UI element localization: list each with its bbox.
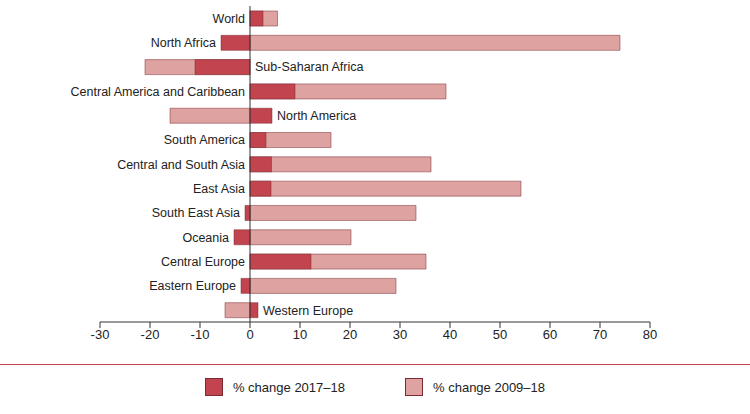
svg-text:Western Europe: Western Europe (263, 304, 353, 318)
svg-text:-10: -10 (191, 327, 210, 342)
svg-text:0: 0 (246, 327, 253, 342)
svg-text:70: 70 (593, 327, 607, 342)
svg-text:East Asia: East Asia (193, 182, 245, 196)
svg-text:80: 80 (643, 327, 657, 342)
svg-text:50: 50 (493, 327, 507, 342)
svg-text:-20: -20 (141, 327, 160, 342)
svg-text:20: 20 (343, 327, 357, 342)
svg-text:10: 10 (293, 327, 307, 342)
svg-text:Central and South Asia: Central and South Asia (117, 158, 245, 172)
html-text:% change 2017–18: % change 2017–18 (233, 379, 345, 395)
svg-text:South East Asia: South East Asia (152, 206, 240, 220)
svg-text:Sub-Saharan Africa: Sub-Saharan Africa (255, 60, 363, 74)
svg-text:40: 40 (443, 327, 457, 342)
svg-text:Eastern Europe: Eastern Europe (149, 279, 236, 293)
svg-text:30: 30 (393, 327, 407, 342)
svg-text:North Africa: North Africa (151, 36, 216, 50)
svg-text:Oceania: Oceania (182, 231, 229, 245)
svg-text:World: World (213, 12, 245, 26)
svg-text:Central Europe: Central Europe (161, 255, 245, 269)
html-text:% change 2009–18: % change 2009–18 (433, 379, 545, 395)
svg-text:60: 60 (543, 327, 557, 342)
svg-text:-30: -30 (91, 327, 110, 342)
svg-text:North America: North America (277, 109, 356, 123)
svg-text:South America: South America (164, 133, 245, 147)
svg-text:Central America and Caribbean: Central America and Caribbean (71, 85, 245, 99)
